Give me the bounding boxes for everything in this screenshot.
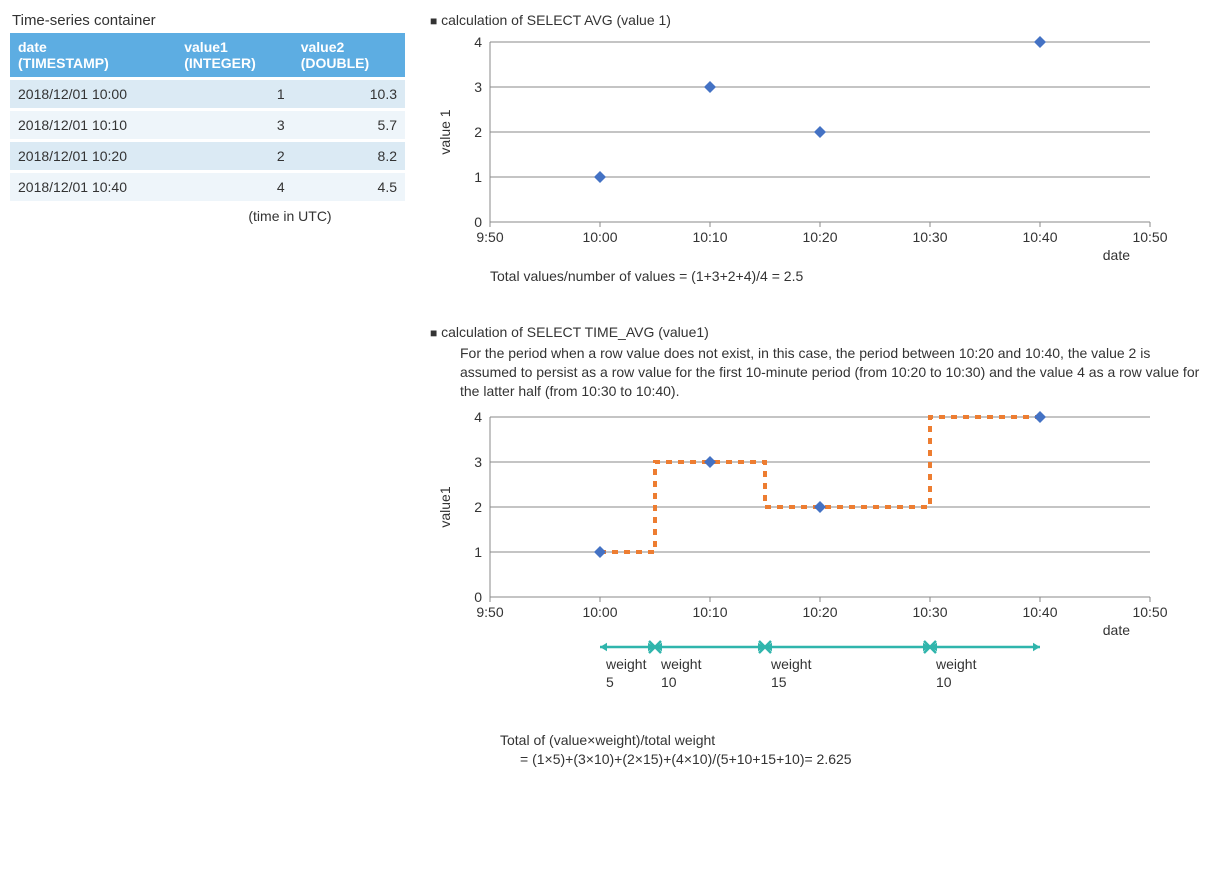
svg-text:10: 10 — [936, 674, 952, 690]
table-row: 2018/12/01 10:00110.3 — [10, 79, 405, 110]
svg-text:10:10: 10:10 — [692, 229, 727, 245]
table-cell: 3 — [176, 110, 292, 141]
svg-text:value 1: value 1 — [437, 109, 453, 154]
chart2-title: ■ calculation of SELECT TIME_AVG (value1… — [430, 324, 1210, 340]
svg-text:10:50: 10:50 — [1132, 229, 1167, 245]
svg-text:10:20: 10:20 — [802, 229, 837, 245]
table-cell: 5.7 — [293, 110, 405, 141]
table-row: 2018/12/01 10:4044.5 — [10, 172, 405, 203]
utc-note: (time in UTC) — [170, 208, 410, 224]
svg-text:10:40: 10:40 — [1022, 229, 1057, 245]
svg-text:0: 0 — [474, 214, 482, 230]
table-cell: 2018/12/01 10:40 — [10, 172, 176, 203]
svg-text:9:50: 9:50 — [476, 229, 503, 245]
table-cell: 4.5 — [293, 172, 405, 203]
table-row: 2018/12/01 10:2028.2 — [10, 141, 405, 172]
data-table: date(TIMESTAMP)value1(INTEGER)value2(DOU… — [10, 33, 405, 204]
svg-text:weight: weight — [935, 656, 977, 672]
svg-text:2: 2 — [474, 124, 482, 140]
svg-text:weight: weight — [660, 656, 702, 672]
svg-text:10:10: 10:10 — [692, 604, 727, 620]
svg-text:5: 5 — [606, 674, 614, 690]
table-cell: 2018/12/01 10:10 — [10, 110, 176, 141]
svg-text:10:40: 10:40 — [1022, 604, 1057, 620]
svg-text:4: 4 — [474, 409, 482, 425]
table-cell: 2018/12/01 10:00 — [10, 79, 176, 110]
chart1: 0 1 2 3 4 9:50 10:00 10:10 10:20 10:30 10:40 10:50 v… — [430, 32, 1170, 262]
chart1-title: ■ calculation of SELECT AVG (value 1) — [430, 12, 1190, 28]
table-row: 2018/12/01 10:1035.7 — [10, 110, 405, 141]
col-header: value1(INTEGER) — [176, 33, 292, 79]
svg-text:value1: value1 — [437, 486, 453, 527]
chart2: 0 1 2 3 4 9:50 10:00 10:10 10:20 10:30 10:40 10:50 v… — [430, 407, 1170, 727]
svg-text:date: date — [1103, 622, 1130, 638]
chart2-desc: For the period when a row value does not… — [460, 344, 1210, 401]
table-title: Time-series container — [12, 12, 410, 29]
table-cell: 1 — [176, 79, 292, 110]
table-cell: 4 — [176, 172, 292, 203]
chart2-formula: Total of (value×weight)/total weight = (… — [500, 731, 1210, 769]
svg-text:10:50: 10:50 — [1132, 604, 1167, 620]
chart1-caption: Total values/number of values = (1+3+2+4… — [490, 268, 1190, 284]
svg-text:10:00: 10:00 — [582, 229, 617, 245]
svg-text:10: 10 — [661, 674, 677, 690]
svg-text:3: 3 — [474, 79, 482, 95]
table-cell: 2 — [176, 141, 292, 172]
svg-text:weight: weight — [770, 656, 812, 672]
svg-text:10:20: 10:20 — [802, 604, 837, 620]
svg-text:1: 1 — [474, 544, 482, 560]
table-cell: 2018/12/01 10:20 — [10, 141, 176, 172]
svg-text:4: 4 — [474, 34, 482, 50]
col-header: value2(DOUBLE) — [293, 33, 405, 79]
svg-text:0: 0 — [474, 589, 482, 605]
svg-text:date: date — [1103, 247, 1130, 262]
svg-text:1: 1 — [474, 169, 482, 185]
svg-text:3: 3 — [474, 454, 482, 470]
svg-text:10:30: 10:30 — [912, 229, 947, 245]
svg-text:15: 15 — [771, 674, 787, 690]
table-cell: 8.2 — [293, 141, 405, 172]
svg-text:10:00: 10:00 — [582, 604, 617, 620]
svg-text:weight: weight — [605, 656, 647, 672]
table-cell: 10.3 — [293, 79, 405, 110]
svg-text:2: 2 — [474, 499, 482, 515]
col-header: date(TIMESTAMP) — [10, 33, 176, 79]
svg-text:9:50: 9:50 — [476, 604, 503, 620]
svg-text:10:30: 10:30 — [912, 604, 947, 620]
